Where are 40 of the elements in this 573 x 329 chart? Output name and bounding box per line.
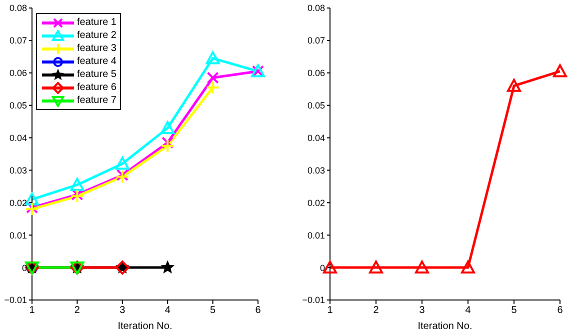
legend-label: feature 4 — [77, 56, 116, 67]
x-tick-label: 1 — [29, 305, 36, 316]
y-tick-label: 0.02 — [9, 198, 27, 208]
y-tick-label: 0.03 — [9, 165, 27, 176]
legend-label: feature 3 — [77, 43, 116, 54]
y-tick-label: 0.06 — [307, 68, 325, 78]
y-tick-label: 0.08 — [307, 3, 325, 14]
legend-label: feature 7 — [77, 95, 116, 106]
y-tick-label: 0.02 — [307, 198, 325, 208]
y-tick-label: 0.07 — [307, 36, 325, 46]
x-tick-label: 4 — [164, 305, 171, 316]
x-tick-label: 3 — [120, 305, 126, 316]
legend-label: feature 2 — [77, 30, 116, 41]
x-tick-label: 4 — [465, 305, 472, 316]
legend-label: feature 1 — [77, 17, 116, 28]
x-tick-label: 2 — [373, 305, 380, 316]
x-tick-label: 5 — [210, 305, 216, 316]
y-tick-label: 0.04 — [307, 132, 325, 143]
x-axis-title: Iteration No. — [118, 321, 172, 329]
x-tick-label: 6 — [255, 305, 262, 316]
x-tick-label: 2 — [74, 305, 80, 316]
x-tick-label: 3 — [419, 305, 426, 316]
y-tick-label: 0.06 — [9, 68, 27, 78]
y-tick-label: 0.01 — [9, 230, 27, 240]
legend-label: feature 6 — [77, 82, 116, 93]
y-tick-label: 0.01 — [307, 230, 325, 240]
x-tick-label: 6 — [557, 305, 564, 316]
y-tick-label: −0.01 — [4, 295, 27, 306]
y-tick-label: 0 — [320, 262, 325, 273]
y-tick-label: 0.04 — [9, 132, 27, 143]
y-tick-label: 0.05 — [9, 100, 27, 111]
x-tick-label: 5 — [511, 305, 518, 316]
y-tick-label: 0.07 — [9, 36, 27, 46]
y-tick-label: 0.03 — [307, 165, 325, 176]
y-tick-label: 0.08 — [9, 3, 27, 14]
y-tick-label: 0.05 — [307, 100, 325, 111]
legend-label: feature 5 — [77, 69, 116, 80]
x-axis-title: Iteration No. — [418, 321, 472, 329]
x-tick-label: 1 — [327, 305, 334, 316]
y-tick-label: −0.01 — [302, 295, 325, 306]
